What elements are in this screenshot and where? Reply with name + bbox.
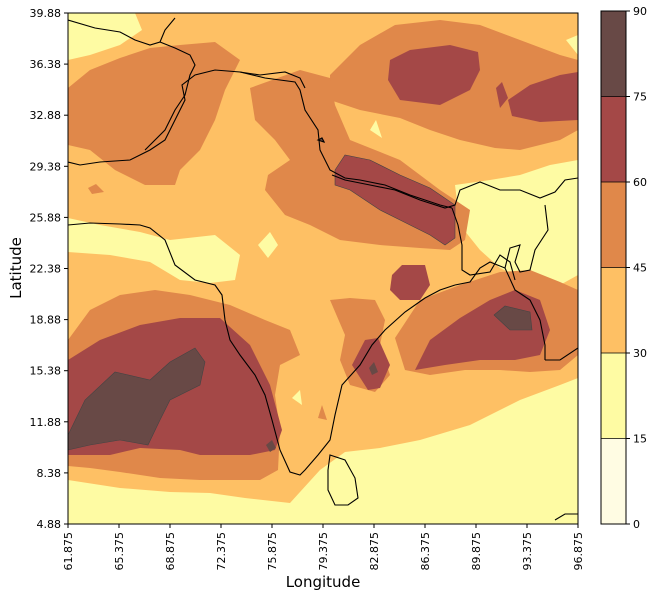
band-60-75-north: [388, 45, 480, 105]
contour-fill: [68, 13, 578, 524]
coast-southeast-corner: [554, 513, 578, 521]
y-tick-label: 25.88: [30, 211, 62, 224]
band-60-75-northeast: [508, 72, 578, 122]
y-tick-label: 22.38: [30, 263, 62, 276]
colorbar-ticks: 0 15 30 45 60 75 90: [626, 5, 647, 531]
band-60-75-gangetic: [335, 155, 455, 245]
x-tick-label: 65.375: [113, 532, 126, 571]
x-tick-label: 89.875: [470, 532, 483, 571]
y-tick-label: 4.88: [37, 518, 62, 531]
band-15-30-spot4: [292, 390, 302, 405]
colorbar-tick-label: 30: [633, 347, 647, 360]
band-60-75-ne-spot: [496, 82, 508, 108]
band-15-30-south: [68, 378, 578, 524]
contour-lines: [68, 154, 533, 451]
coastline-bay: [454, 261, 546, 360]
colorbar-tick-label: 0: [633, 518, 640, 531]
colorbar-segment: [601, 11, 626, 97]
band-75-90-southwest: [68, 348, 205, 450]
x-tick-label: 72.375: [215, 532, 228, 571]
x-tick-label: 68.875: [164, 532, 177, 571]
colorbar-segment: [601, 182, 626, 268]
y-axis-label: Latitude: [7, 237, 25, 299]
y-tick-label: 29.38: [30, 160, 62, 173]
border-nepal-bhutan: [331, 174, 578, 209]
sri-lanka: [327, 454, 359, 506]
colorbar-tick-label: 45: [633, 262, 647, 275]
y-tick-label: 11.88: [30, 416, 62, 429]
band-15-30-northwest: [68, 13, 142, 60]
x-tick-label: 61.875: [62, 532, 75, 571]
colorbar: [600, 10, 627, 525]
colorbar-segment: [601, 96, 626, 182]
band-60-75-central-spot: [390, 265, 430, 300]
colorbar-tick-label: 15: [633, 433, 647, 446]
coastlines-borders: [68, 17, 578, 521]
y-tick-label: 36.38: [30, 58, 62, 71]
band-75-90-spot1: [266, 440, 276, 452]
x-tick-label: 96.875: [572, 532, 585, 571]
band-45-60-spot1: [318, 405, 327, 420]
y-tick-label: 32.88: [30, 109, 62, 122]
band-45-60-spot2: [88, 184, 104, 194]
x-tick-label: 86.375: [419, 532, 432, 571]
band-15-30-west: [68, 218, 240, 283]
border-pakistan: [144, 41, 196, 151]
y-tick-label: 8.38: [37, 467, 62, 480]
colorbar-tick-label: 60: [633, 176, 647, 189]
border-east-myanmar: [545, 347, 578, 361]
x-tick-label: 75.875: [266, 532, 279, 571]
band-15-30-spot1: [258, 232, 278, 258]
coastline-india-west: [68, 69, 453, 209]
band-75-90-east: [494, 306, 532, 330]
band-15-30-spot2: [370, 120, 382, 138]
x-axis-label: Longitude: [286, 573, 361, 591]
border-northwest: [68, 17, 176, 46]
band-45-60-northwest: [68, 42, 240, 185]
colorbar-tick-label: 90: [633, 5, 647, 18]
x-tick-label: 93.375: [521, 532, 534, 571]
border-north-tibet: [239, 71, 306, 89]
y-tick-label: 15.38: [30, 365, 62, 378]
y-axis-ticks: 4.88 8.38 11.88 15.38 18.88 22.38 25.88 29.38 32…: [30, 7, 68, 531]
border-east: [504, 204, 549, 273]
x-tick-label: 79.375: [317, 532, 330, 571]
x-axis-ticks: 61.875 65.375 68.875 72.375 75.875 79.375 82.8…: [62, 524, 585, 571]
coastline-india-gujarat: [68, 222, 456, 476]
x-tick-label: 82.875: [368, 532, 381, 571]
india-spot-center: [316, 137, 326, 143]
colorbar-segment: [601, 353, 626, 439]
band-15-30-spot3: [566, 35, 578, 55]
band-15-30-east: [455, 160, 578, 285]
band-60-75-south-spot: [352, 338, 390, 390]
colorbar-tick-label: 75: [633, 91, 647, 104]
band-75-90-spot2: [369, 362, 378, 375]
colorbar-segment: [601, 438, 626, 524]
y-tick-label: 18.88: [30, 314, 62, 327]
colorbar-segment: [601, 267, 626, 353]
y-tick-label: 39.88: [30, 7, 62, 20]
